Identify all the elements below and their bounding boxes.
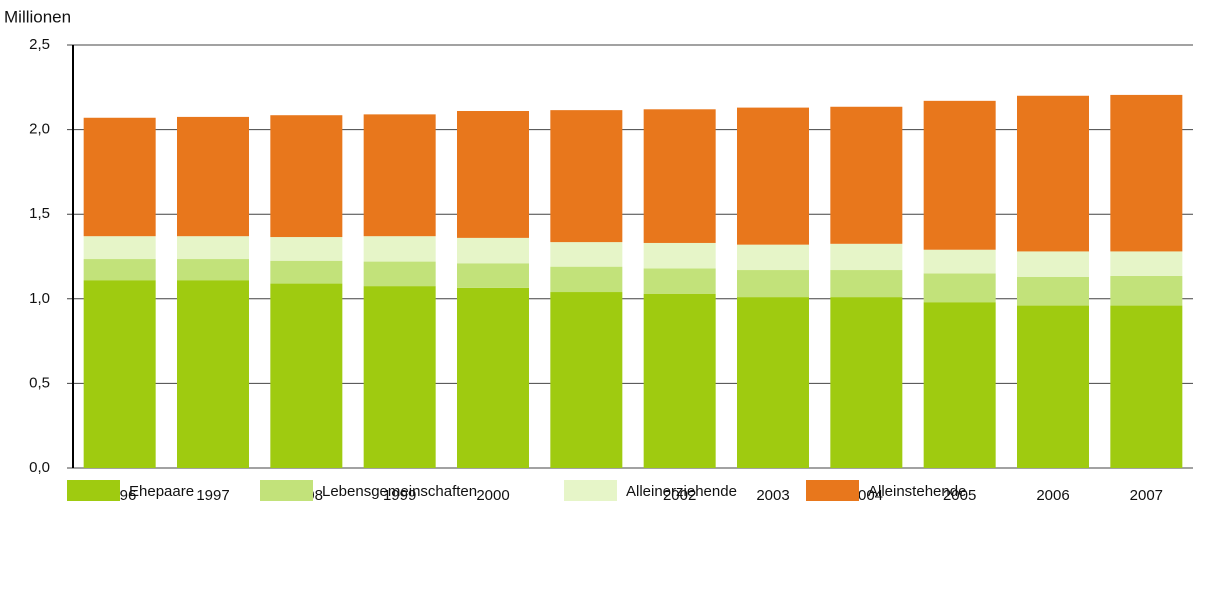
legend-label: Lebensgemeinschaften: [322, 483, 477, 500]
bar-segment: [737, 270, 809, 298]
y-tick-label: 2,5: [29, 36, 50, 53]
bar-segment: [550, 110, 623, 243]
bar-segment: [270, 115, 343, 238]
bar-segment: [550, 292, 623, 468]
bar-segment: [923, 273, 996, 303]
bar-segment: [270, 283, 343, 468]
bar-segment: [83, 236, 156, 260]
x-tick-label: 2000: [476, 487, 509, 504]
bar-segment: [830, 297, 903, 468]
bar-segment: [363, 236, 436, 262]
legend-swatch: [806, 480, 859, 501]
y-tick-label: 2,0: [29, 121, 50, 138]
bar-segment: [457, 287, 529, 468]
y-tick-label: 1,0: [29, 290, 50, 307]
bar-segment: [177, 259, 249, 281]
axis-label: Millionen: [4, 7, 71, 26]
bar-segment: [1110, 94, 1183, 252]
bar-segment: [737, 244, 809, 271]
bar-segment: [643, 268, 716, 294]
x-tick-label: 2006: [1036, 487, 1069, 504]
bar-segment: [923, 302, 996, 468]
bar-segment: [177, 116, 249, 237]
legend-swatch: [67, 480, 120, 501]
bar-segment: [1017, 251, 1089, 277]
bar-segment: [1110, 275, 1183, 306]
bar-segment: [1017, 276, 1089, 306]
x-tick-label: 2002: [663, 487, 696, 504]
bar-segment: [643, 109, 716, 243]
bar-segment: [270, 260, 343, 284]
y-tick-label: 0,0: [29, 459, 50, 476]
bar-segment: [363, 114, 436, 237]
bar-segment: [550, 242, 623, 267]
bar-segment: [177, 236, 249, 260]
legend-label: Alleinstehende: [868, 483, 966, 500]
x-tick-label: 2005: [943, 487, 976, 504]
bar-segment: [177, 280, 249, 468]
bar-segment: [1017, 95, 1089, 252]
bar-segment: [830, 243, 903, 271]
legend-swatch: [260, 480, 313, 501]
bar-segment: [550, 266, 623, 293]
legend-swatch: [564, 480, 617, 501]
x-tick-label: 2003: [756, 487, 789, 504]
bar-segment: [1110, 251, 1183, 276]
y-tick-label: 0,5: [29, 374, 50, 391]
bar-segment: [737, 297, 809, 468]
bar-segment: [457, 263, 529, 288]
bar-segment: [83, 280, 156, 468]
bar-segment: [1110, 305, 1183, 468]
bar-segment: [270, 237, 343, 261]
bar-segment: [363, 286, 436, 468]
x-tick-label: 1997: [196, 487, 229, 504]
bar-segment: [83, 117, 156, 237]
bar-segment: [923, 249, 996, 274]
y-tick-label: 1,5: [29, 205, 50, 222]
bar-segment: [923, 100, 996, 250]
bar-segment: [457, 110, 529, 238]
bar-segment: [830, 270, 903, 298]
bar-segment: [83, 259, 156, 281]
legend-label: Alleinerziehende: [626, 483, 737, 500]
bar-segment: [643, 242, 716, 269]
x-tick-label: 1999: [383, 487, 416, 504]
bar-segment: [737, 107, 809, 245]
x-tick-label: 2007: [1130, 487, 1163, 504]
bar-segment: [363, 261, 436, 287]
bar-segment: [1017, 305, 1089, 468]
legend-label: Ehepaare: [129, 483, 194, 500]
bar-segment: [457, 237, 529, 264]
bar-segment: [643, 293, 716, 468]
bar-segment: [830, 106, 903, 244]
